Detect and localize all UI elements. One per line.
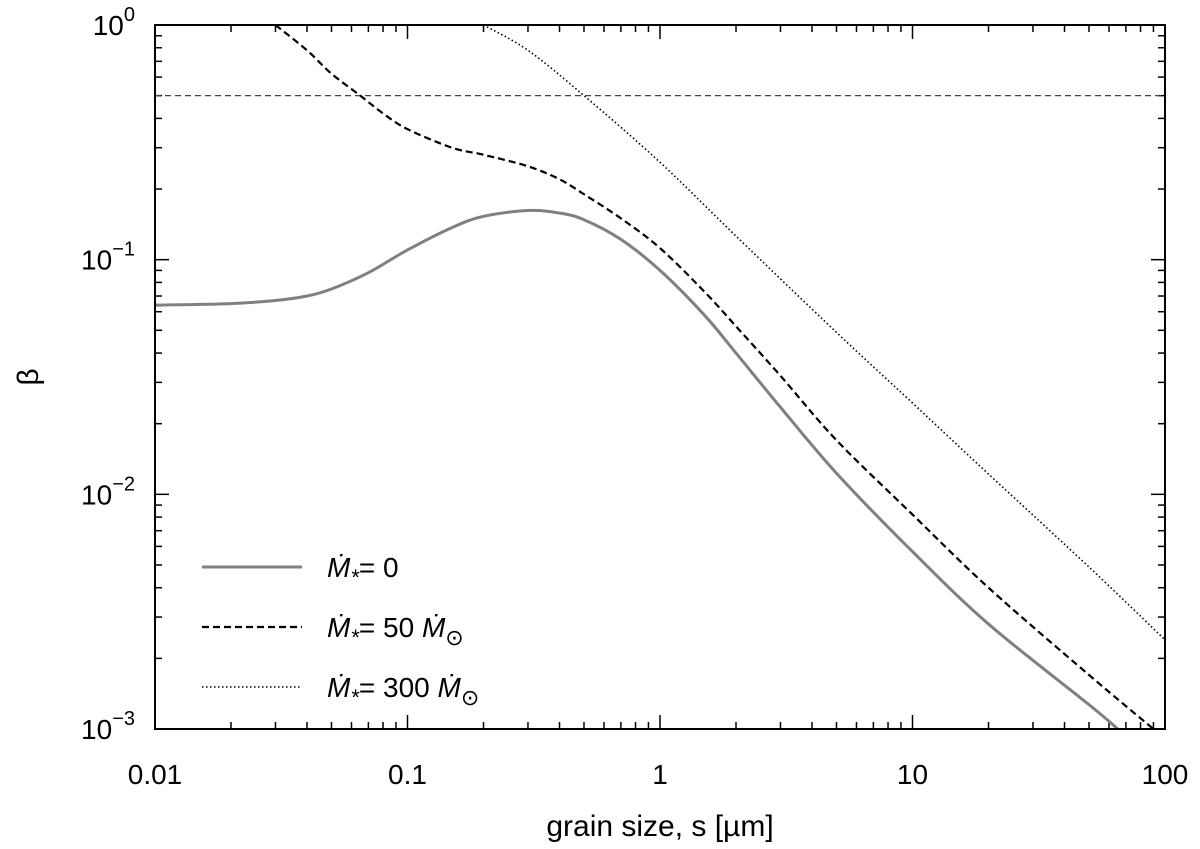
plot-frame: [154, 24, 1166, 730]
x-tick-label: 100: [1142, 759, 1189, 790]
ticks-layer: [154, 25, 1165, 730]
y-axis-title: β: [12, 368, 45, 385]
legend-label-3: Ṁ*= 300 Ṁ⊙: [327, 672, 479, 710]
y-tick-label: 10−2: [81, 473, 135, 510]
x-tick-label: 1: [652, 759, 668, 790]
series-layer: [155, 25, 1165, 729]
x-tick-label: 0.1: [388, 759, 427, 790]
series-line-1: [155, 208, 1119, 729]
y-tick-label: 100: [93, 4, 135, 41]
series-line-2: [274, 25, 1155, 729]
legend: Ṁ*= 0 Ṁ*= 50 Ṁ⊙ Ṁ*= 300 Ṁ⊙: [202, 552, 479, 710]
x-tick-label: 10: [897, 759, 928, 790]
series-line-3: [483, 25, 1165, 641]
x-axis-title: grain size, s [µm]: [546, 810, 773, 843]
legend-label-2: Ṁ*= 50 Ṁ⊙: [327, 612, 464, 650]
y-tick-label: 10−3: [81, 708, 135, 745]
y-tick-label: 10−1: [81, 239, 135, 276]
y-tick-labels: 10−3 10−2 10−1 100: [81, 4, 135, 745]
x-tick-labels: 0.01 0.1 1 10 100: [128, 759, 1189, 790]
legend-label-1: Ṁ*= 0: [327, 552, 399, 590]
x-tick-label: 0.01: [128, 759, 183, 790]
